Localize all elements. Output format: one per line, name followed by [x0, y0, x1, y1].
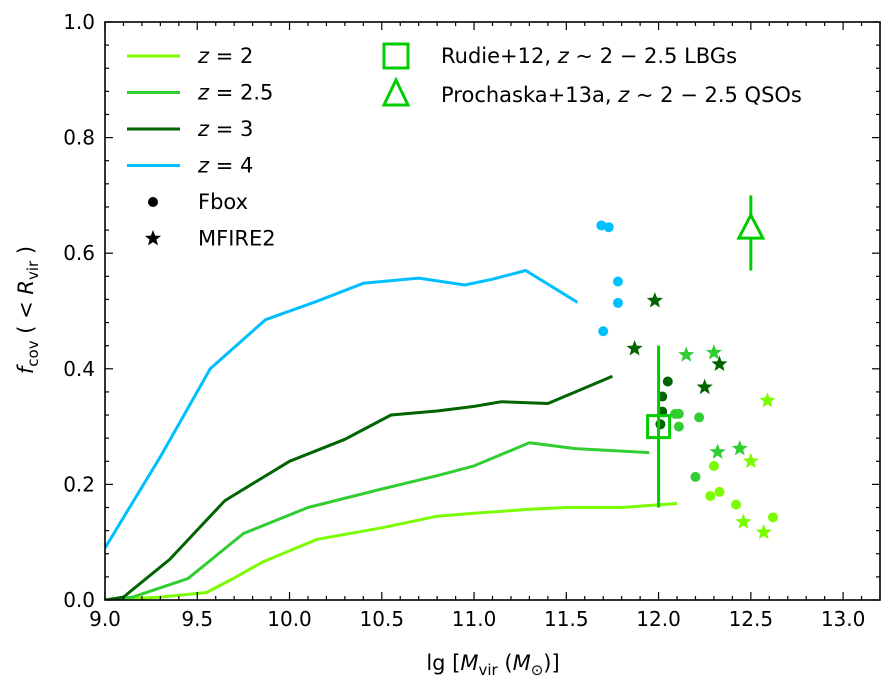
mfire2-point-z2-8	[759, 392, 776, 408]
plot-frame	[104, 21, 881, 601]
x-tick-label: 13.0	[821, 607, 866, 631]
y-axis-label: fcov ( < Rvir )	[14, 246, 42, 374]
x-tick-label: 9.0	[89, 607, 121, 631]
legend-obs-var: z	[557, 44, 570, 68]
series-line-z3	[105, 374, 613, 600]
legend-label-var: z	[197, 44, 210, 68]
fbox-point-z2_5-13	[690, 471, 701, 482]
y-tick-label: 0.8	[63, 126, 95, 150]
legend-rudie-marker	[382, 42, 410, 70]
fbox-point-z2-14	[708, 460, 719, 471]
legend-obs-label-0: Rudie+12, z ∼ 2 − 2.5 LBGs	[441, 44, 737, 68]
mfire2-point-z3-3	[696, 378, 713, 395]
fbox-point-z4-2	[612, 276, 623, 287]
x-tick-label: 11.5	[544, 607, 589, 631]
mfire2-point-z2_5-5	[705, 344, 723, 360]
plot-area	[105, 195, 778, 600]
legend-label-z3: z = 3	[197, 117, 253, 141]
series-line-z2_5	[105, 441, 650, 600]
fbox-point-z2-18	[767, 512, 778, 523]
x-axis-label: lg [Mvir (M⊙)]	[426, 651, 559, 679]
fbox-point-z2-15	[714, 486, 725, 497]
fbox-point-z2-17	[731, 499, 742, 510]
legend-label-eq: = 2	[209, 44, 253, 68]
mfire2-point-z3-2	[711, 355, 728, 372]
mfire2-point-z3-1	[626, 340, 643, 356]
mfire2-point-z2_5-7	[731, 440, 748, 456]
fbox-point-z3-8	[655, 419, 666, 430]
fbox-point-z3-5	[662, 376, 673, 387]
x-tick-label: 12.5	[729, 607, 774, 631]
legend-label-eq: = 3	[209, 117, 253, 141]
legend-label-eq: = 2.5	[209, 81, 273, 105]
mfire2-point-z2-10	[735, 513, 752, 529]
fbox-point-z2_5-10	[673, 408, 684, 419]
legend-label-fbox: Fbox	[198, 190, 248, 214]
mfire2-point-z3-0	[646, 292, 663, 308]
x-tick-label: 12.0	[636, 607, 681, 631]
y-tick-label: 1.0	[63, 10, 95, 34]
y-tick-label: 0.6	[63, 241, 95, 265]
y-tick-label: 0.0	[63, 588, 95, 612]
mfire2-point-z2_5-4	[678, 346, 695, 362]
mfire2-point-z2-9	[742, 452, 759, 469]
y-tick-label: 0.4	[63, 357, 95, 381]
legend-obs-suffix: ∼ 2 − 2.5 QSOs	[629, 83, 802, 107]
legend-label-z2_5: z = 2.5	[197, 81, 273, 105]
fbox-point-z4-1	[603, 222, 614, 233]
legend-label-mfire2: MFIRE2	[198, 227, 276, 251]
axis-ticks: 9.0 9.5 10.0 10.5 11.0 11.5 12.0 12.5 13.0 0.0 0.2…	[63, 10, 881, 631]
legend-obs-prefix: Prochaska+13a,	[441, 83, 618, 107]
series-line-z2	[105, 502, 678, 600]
legend: z = 2z = 2.5z = 3z = 4FboxMFIRE2Rudie+12…	[127, 42, 802, 251]
x-tick-label: 10.5	[360, 607, 405, 631]
legend-label-var: z	[197, 117, 210, 141]
plot-content	[105, 195, 778, 600]
legend-obs-prefix: Rudie+12,	[441, 44, 558, 68]
legend-obs-var: z	[617, 83, 630, 107]
fbox-point-z2_5-11	[694, 412, 705, 423]
legend-label-var: z	[197, 81, 210, 105]
x-tick-label: 9.5	[181, 607, 213, 631]
legend-label-z4: z = 4	[197, 154, 253, 178]
obs-triangle-marker	[736, 211, 766, 240]
series-line-z4	[105, 269, 579, 549]
legend-mfire2-marker	[144, 230, 162, 246]
legend-label-var: z	[197, 154, 210, 178]
obs-square-marker	[646, 414, 672, 440]
mfire2-point-z2-11	[755, 523, 772, 540]
y-tick-label: 0.2	[63, 472, 95, 496]
legend-fbox-marker	[148, 197, 158, 207]
fbox-point-z2_5-12	[673, 421, 684, 432]
fbox-point-z2-16	[705, 490, 716, 501]
legend-label-eq: = 4	[209, 154, 253, 178]
fbox-point-z4-3	[612, 297, 623, 308]
legend-prochaska-marker	[381, 76, 411, 107]
legend-obs-suffix: ∼ 2 − 2.5 LBGs	[569, 44, 737, 68]
legend-obs-label-1: Prochaska+13a, z ∼ 2 − 2.5 QSOs	[441, 83, 802, 107]
mfire2-point-z2_5-6	[709, 443, 726, 459]
x-tick-label: 10.0	[267, 607, 312, 631]
x-tick-label: 11.0	[452, 607, 497, 631]
fbox-point-z4-4	[598, 326, 609, 337]
legend-label-z2: z = 2	[197, 44, 253, 68]
